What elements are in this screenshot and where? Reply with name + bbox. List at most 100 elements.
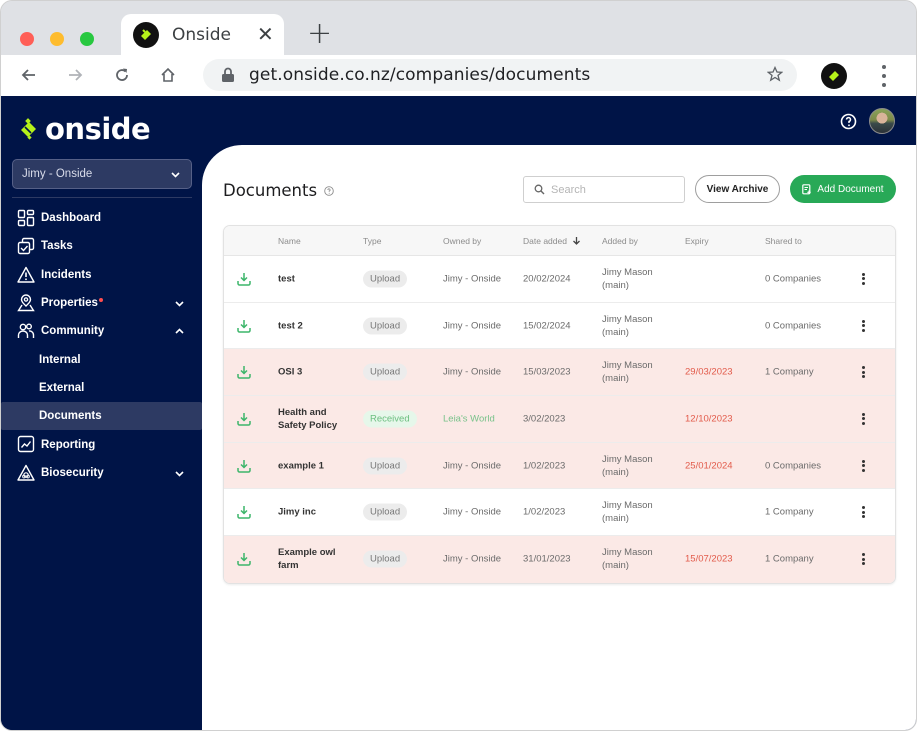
sidebar-item-label: Reporting xyxy=(41,438,96,451)
reload-icon xyxy=(116,68,128,81)
row-more-options-button[interactable] xyxy=(858,411,868,427)
document-name[interactable]: Example owl farm xyxy=(278,547,336,572)
column-header-name[interactable]: Name xyxy=(278,236,301,246)
column-header-expiry[interactable]: Expiry xyxy=(685,236,709,246)
row-more-options-button[interactable] xyxy=(858,504,868,520)
sidebar-item-properties[interactable]: Properties xyxy=(1,289,202,317)
sidebar-item-community[interactable]: Community xyxy=(1,317,202,345)
date-added-label: Date added xyxy=(523,236,567,246)
download-icon[interactable] xyxy=(236,364,252,380)
expiry-date: 29/03/2023 xyxy=(685,366,733,378)
organization-select[interactable]: Jimy - Onside xyxy=(12,159,192,189)
document-name[interactable]: example 1 xyxy=(278,460,324,472)
shared-to: 1 Company xyxy=(765,366,814,378)
chevron-down-icon[interactable] xyxy=(174,298,185,309)
owned-by[interactable]: Leia's World xyxy=(443,413,495,425)
document-name[interactable]: test 2 xyxy=(278,320,303,332)
home-icon xyxy=(161,67,175,82)
forward-button[interactable] xyxy=(63,63,87,87)
added-by-role: (main) xyxy=(602,279,629,291)
sidebar-item-biosecurity[interactable]: Biosecurity xyxy=(1,459,202,487)
sidebar-item-label: Community xyxy=(41,325,105,338)
chevron-down-icon[interactable] xyxy=(174,468,185,479)
download-icon[interactable] xyxy=(236,551,252,567)
download-icon[interactable] xyxy=(236,458,252,474)
document-name[interactable]: Health and Safety Policy xyxy=(278,406,338,431)
close-tab-icon[interactable]: ✕ xyxy=(257,23,274,46)
browser-tab-active[interactable]: Onside ✕ xyxy=(121,14,284,55)
help-icon[interactable] xyxy=(324,186,334,196)
download-icon[interactable] xyxy=(236,271,252,287)
sidebar-item-label: Biosecurity xyxy=(41,466,104,479)
table-row[interactable]: Example owl farm Upload Jimy - Onside 31… xyxy=(224,536,895,583)
onside-extension-icon[interactable] xyxy=(821,63,847,89)
added-by-role: (main) xyxy=(602,326,629,338)
sidebar-item-label: Tasks xyxy=(41,240,73,253)
document-name[interactable]: Jimy inc xyxy=(278,506,317,518)
url-text[interactable]: get.onside.co.nz/companies/documents xyxy=(249,65,591,85)
minimize-window-button[interactable] xyxy=(50,32,64,46)
download-icon[interactable] xyxy=(236,411,252,427)
row-more-options-button[interactable] xyxy=(858,318,868,334)
added-by-name: Jimy Mason xyxy=(602,313,653,325)
table-row[interactable]: test 2 Upload Jimy - Onside 15/02/2024 J… xyxy=(224,302,895,350)
onside-logo[interactable]: onside xyxy=(19,112,151,146)
type-badge: Upload xyxy=(363,503,408,521)
row-more-options-button[interactable] xyxy=(858,271,868,287)
row-more-options-button[interactable] xyxy=(858,551,868,567)
type-cell: Upload xyxy=(363,503,408,521)
date-added: 15/03/2023 xyxy=(523,366,571,378)
table-row[interactable]: Health and Safety Policy Received Leia's… xyxy=(224,396,895,443)
add-document-button[interactable]: Add Document xyxy=(790,175,896,203)
column-header-date-added[interactable]: Date added xyxy=(523,236,581,246)
sidebar-item-tasks[interactable]: Tasks xyxy=(1,232,202,260)
bookmark-star-icon[interactable] xyxy=(767,66,783,82)
download-icon[interactable] xyxy=(236,504,252,520)
help-icon[interactable] xyxy=(840,113,857,130)
sidebar-item-internal[interactable]: Internal xyxy=(1,345,202,373)
added-by: Jimy Mason (main) xyxy=(602,499,653,525)
document-name[interactable]: test xyxy=(278,273,295,285)
close-window-button[interactable] xyxy=(20,32,34,46)
row-more-options-button[interactable] xyxy=(858,364,868,380)
column-header-owned-by[interactable]: Owned by xyxy=(443,236,482,246)
sidebar-item-documents[interactable]: Documents xyxy=(1,402,202,431)
type-badge: Upload xyxy=(363,317,408,335)
sidebar-item-external[interactable]: External xyxy=(1,374,202,402)
home-button[interactable] xyxy=(156,63,180,87)
document-add-icon xyxy=(802,183,812,194)
people-icon xyxy=(17,323,35,339)
back-button[interactable] xyxy=(17,63,41,87)
added-by-name: Jimy Mason xyxy=(602,500,653,512)
sidebar-item-reporting[interactable]: Reporting xyxy=(1,430,202,458)
column-header-shared-to[interactable]: Shared to xyxy=(765,236,802,246)
biohazard-icon xyxy=(17,464,35,481)
expiry-date: 15/07/2023 xyxy=(685,553,733,565)
chevron-up-icon[interactable] xyxy=(174,326,185,337)
table-row[interactable]: OSI 3 Upload Jimy - Onside 15/03/2023 Ji… xyxy=(224,349,895,397)
sidebar-item-label: Internal xyxy=(39,353,81,366)
sidebar-item-label: Documents xyxy=(39,410,102,423)
download-icon[interactable] xyxy=(236,318,252,334)
reload-button[interactable] xyxy=(110,63,134,87)
column-header-type[interactable]: Type xyxy=(363,236,382,246)
browser-menu-button[interactable] xyxy=(879,65,889,87)
arrow-right-icon xyxy=(69,69,83,81)
table-row[interactable]: Jimy inc Upload Jimy - Onside 1/02/2023 … xyxy=(224,489,895,537)
document-name[interactable]: OSI 3 xyxy=(278,366,303,378)
chart-icon xyxy=(17,436,35,453)
search-input[interactable] xyxy=(551,183,671,196)
address-bar[interactable]: get.onside.co.nz/companies/documents xyxy=(203,59,797,91)
maximize-window-button[interactable] xyxy=(80,32,94,46)
documents-table: Name Type Owned by Date added Added by E… xyxy=(223,225,896,584)
view-archive-button[interactable]: View Archive xyxy=(695,175,780,203)
row-more-options-button[interactable] xyxy=(858,458,868,474)
search-field[interactable] xyxy=(523,176,685,203)
sidebar-item-incidents[interactable]: Incidents xyxy=(1,261,202,289)
table-row[interactable]: test Upload Jimy - Onside 20/02/2024 Jim… xyxy=(224,256,895,303)
column-header-added-by[interactable]: Added by xyxy=(602,236,638,246)
user-avatar[interactable] xyxy=(869,108,895,134)
sidebar-item-dashboard[interactable]: Dashboard xyxy=(1,204,202,232)
new-tab-button[interactable]: + xyxy=(307,16,333,51)
table-row[interactable]: example 1 Upload Jimy - Onside 1/02/2023… xyxy=(224,442,895,490)
